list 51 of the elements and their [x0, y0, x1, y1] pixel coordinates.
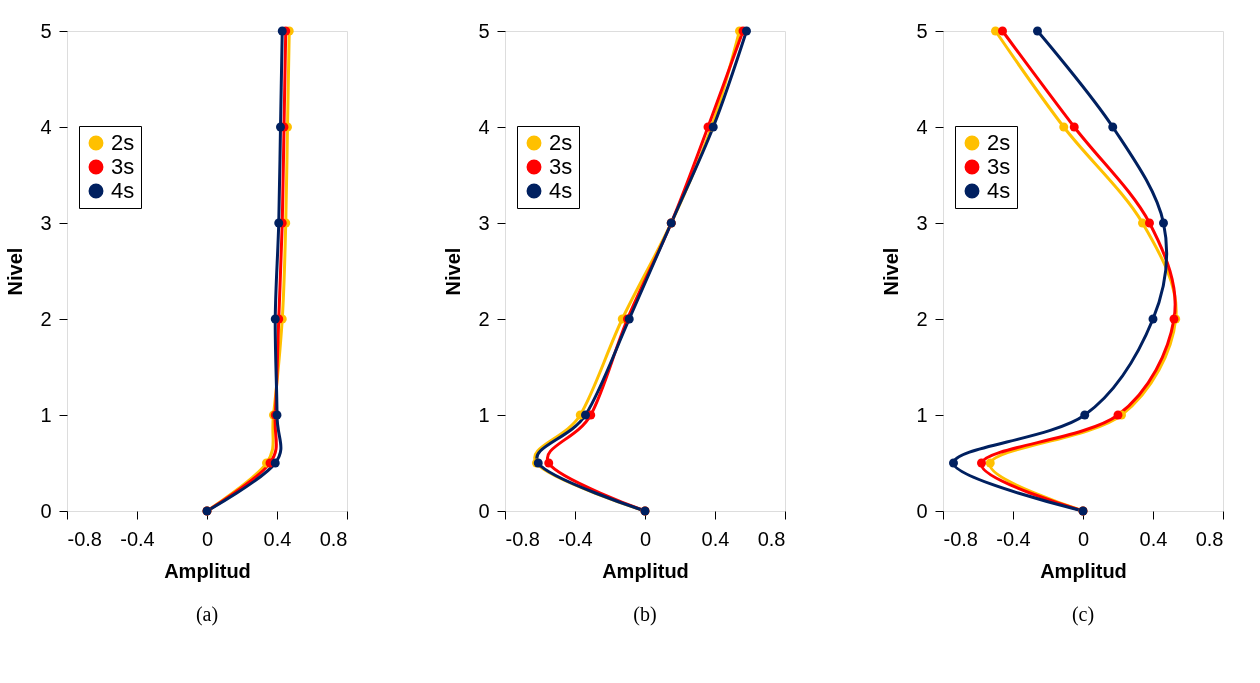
- y-tick-label: 0: [40, 499, 52, 522]
- y-tick-label: 3: [40, 211, 52, 234]
- legend-label: 3s: [111, 154, 135, 179]
- legend-label: 2s: [549, 130, 573, 155]
- x-tick-label: 0: [639, 527, 652, 550]
- x-tick-label: -0.4: [120, 527, 155, 550]
- y-tick-label: 4: [40, 115, 52, 138]
- y-tick-label: 1: [916, 403, 928, 426]
- y-tick-label: 1: [478, 403, 490, 426]
- y-tick-label: 2: [916, 307, 928, 330]
- x-tick-label: -0.8: [505, 527, 540, 550]
- legend-label: 3s: [549, 154, 573, 179]
- x-axis-title: Amplitud: [164, 559, 251, 582]
- y-tick-label: 4: [916, 115, 928, 138]
- y-tick-label: 3: [916, 211, 928, 234]
- text: (b): [633, 603, 657, 626]
- legend-label: 2s: [111, 130, 135, 155]
- y-tick-label: 5: [40, 19, 52, 42]
- x-tick-label: 0.8: [757, 527, 786, 550]
- legend-label: 3s: [987, 154, 1011, 179]
- y-tick-label: 5: [916, 19, 928, 42]
- x-tick-label: 0.4: [1139, 527, 1168, 550]
- x-tick-label: 0.8: [1195, 527, 1224, 550]
- legend-label: 4s: [549, 178, 573, 203]
- x-tick-label: -0.8: [67, 527, 102, 550]
- y-axis-title: Nivel: [4, 247, 27, 296]
- x-tick-label: -0.4: [996, 527, 1031, 550]
- y-tick-label: 0: [916, 499, 928, 522]
- legend-label: 4s: [111, 178, 135, 203]
- legend-label: 2s: [987, 130, 1011, 155]
- legend-label: 4s: [987, 178, 1011, 203]
- text: (a): [195, 603, 219, 626]
- y-axis-title: Nivel: [442, 247, 465, 296]
- x-tick-label: 0.4: [701, 527, 730, 550]
- y-axis-title: Nivel: [880, 247, 903, 296]
- y-tick-label: 5: [478, 19, 490, 42]
- text: (c): [1071, 603, 1095, 626]
- y-tick-label: 0: [478, 499, 490, 522]
- x-tick-label: 0.8: [319, 527, 348, 550]
- y-tick-label: 2: [478, 307, 490, 330]
- x-tick-label: 0.4: [263, 527, 292, 550]
- x-tick-label: 0: [1077, 527, 1090, 550]
- x-tick-label: -0.8: [943, 527, 978, 550]
- y-tick-label: 4: [478, 115, 490, 138]
- x-axis-title: Amplitud: [1040, 559, 1127, 582]
- x-axis-title: Amplitud: [602, 559, 689, 582]
- x-tick-label: -0.4: [558, 527, 593, 550]
- x-tick-label: 0: [201, 527, 214, 550]
- y-tick-label: 1: [40, 403, 52, 426]
- y-tick-label: 2: [40, 307, 52, 330]
- y-tick-label: 3: [478, 211, 490, 234]
